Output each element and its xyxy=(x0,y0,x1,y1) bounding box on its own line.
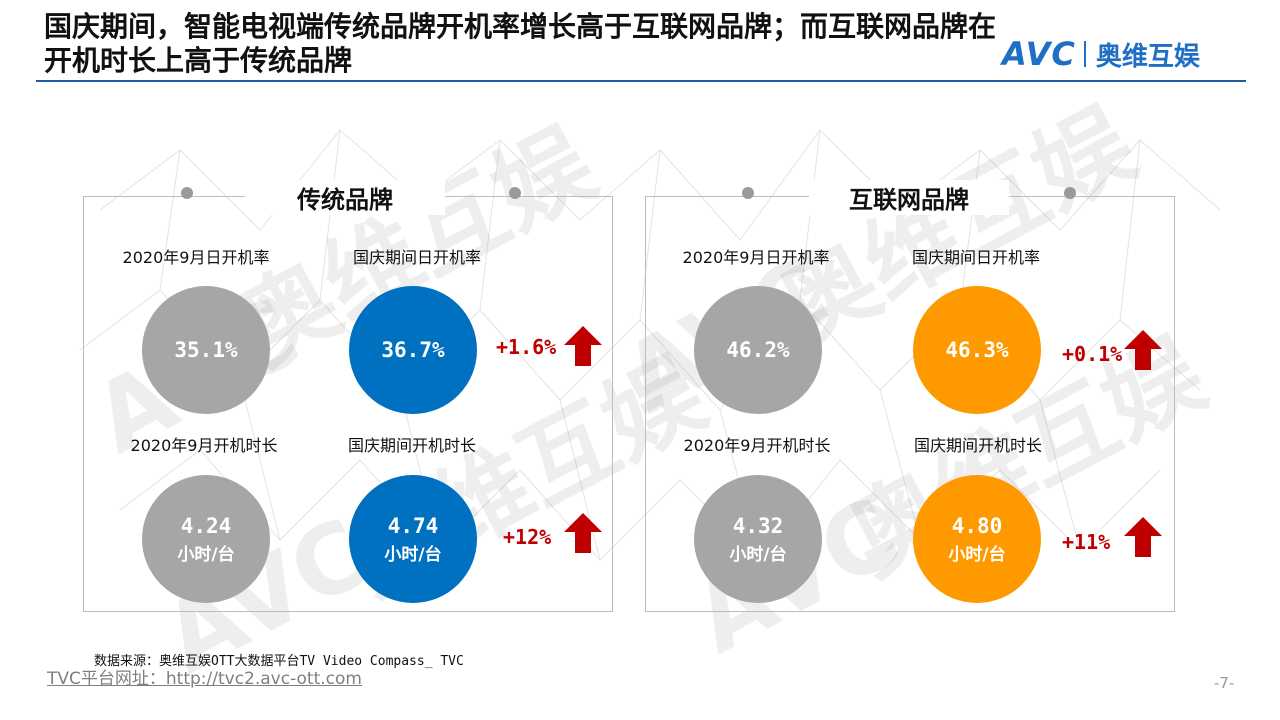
rate-change-value: +0.1% xyxy=(1062,342,1123,366)
panel-title-traditional: 传统品牌 xyxy=(245,180,445,215)
panel-dot xyxy=(181,187,193,199)
duration-change-value: +11% xyxy=(1062,530,1111,554)
holiday-duration-label: 国庆期间开机时长 xyxy=(347,436,476,455)
base-duration-circle: 4.32 小时/台 xyxy=(694,475,822,603)
base-rate-value: 35.1% xyxy=(174,338,238,362)
base-duration-value: 4.24 xyxy=(180,513,232,538)
base-rate-label: 2020年9月日开机率 xyxy=(122,248,270,267)
holiday-rate-circle: 46.3% xyxy=(913,286,1041,414)
duration-unit: 小时/台 xyxy=(948,544,1006,565)
duration-change-value: +12% xyxy=(503,525,552,549)
base-duration-value: 4.32 xyxy=(732,513,784,538)
panel-title-internet: 互联网品牌 xyxy=(809,180,1009,215)
holiday-rate-value: 36.7% xyxy=(381,338,445,362)
base-duration-label: 2020年9月开机时长 xyxy=(130,436,278,455)
duration-unit: 小时/台 xyxy=(729,544,787,565)
holiday-rate-label: 国庆期间日开机率 xyxy=(352,248,481,267)
page-title: 国庆期间，智能电视端传统品牌开机率增长高于互联网品牌；而互联网品牌在开机时长上高… xyxy=(44,10,997,77)
rate-change-value: +1.6% xyxy=(496,335,557,359)
base-rate-label: 2020年9月日开机率 xyxy=(682,248,830,267)
base-rate-circle: 35.1% xyxy=(142,286,270,414)
holiday-rate-circle: 36.7% xyxy=(349,286,477,414)
panel-dot xyxy=(742,187,754,199)
arrow-up-icon xyxy=(564,513,602,553)
logo-avc-text: AVC xyxy=(1002,35,1076,73)
duration-unit: 小时/台 xyxy=(384,544,442,565)
base-duration-circle: 4.24 小时/台 xyxy=(142,475,270,603)
holiday-duration-circle: 4.80 小时/台 xyxy=(913,475,1041,603)
base-duration-label: 2020年9月开机时长 xyxy=(683,436,831,455)
platform-url-link[interactable]: TVC平台网址：http://tvc2.avc-ott.com xyxy=(47,669,362,689)
brand-logo: AVC 奥维互娱 xyxy=(1002,34,1200,74)
panel-dot xyxy=(509,187,521,199)
arrow-up-icon xyxy=(1124,330,1162,370)
data-source-note: 数据来源：奥维互娱OTT大数据平台TV Video Compass_ TVC xyxy=(94,654,464,669)
base-rate-circle: 46.2% xyxy=(694,286,822,414)
arrow-up-icon xyxy=(1124,517,1162,557)
holiday-duration-value: 4.74 xyxy=(387,513,439,538)
holiday-duration-label: 国庆期间开机时长 xyxy=(913,436,1042,455)
holiday-duration-circle: 4.74 小时/台 xyxy=(349,475,477,603)
holiday-rate-label: 国庆期间日开机率 xyxy=(911,248,1040,267)
title-divider xyxy=(36,80,1246,82)
holiday-duration-value: 4.80 xyxy=(951,513,1003,538)
holiday-rate-value: 46.3% xyxy=(945,338,1009,362)
page-number: -7- xyxy=(1214,674,1235,692)
duration-unit: 小时/台 xyxy=(177,544,235,565)
base-rate-value: 46.2% xyxy=(726,338,790,362)
arrow-up-icon xyxy=(564,326,602,366)
logo-cn-text: 奥维互娱 xyxy=(1095,41,1200,72)
panel-dot xyxy=(1064,187,1076,199)
logo-divider xyxy=(1083,41,1086,67)
